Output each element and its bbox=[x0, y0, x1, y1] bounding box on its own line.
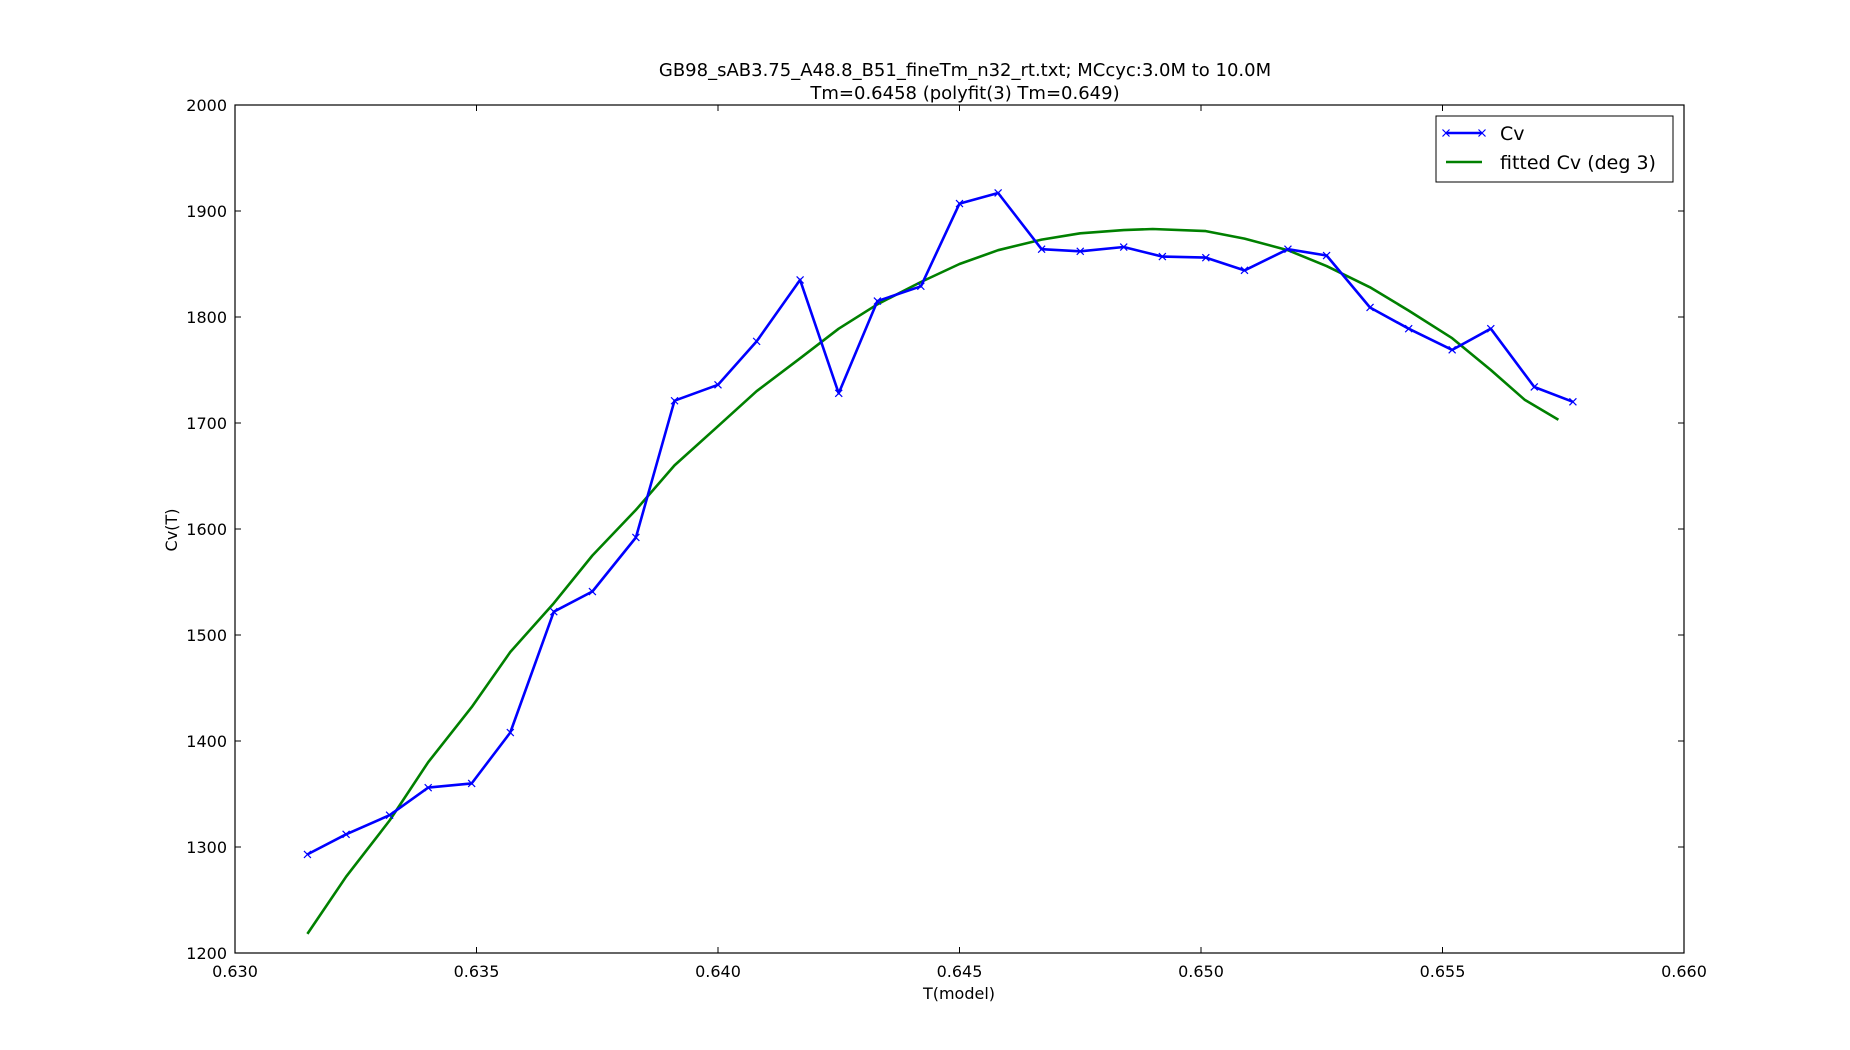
data-point-cv bbox=[1404, 324, 1413, 333]
data-point-cv bbox=[1284, 245, 1292, 254]
data-point-cv bbox=[1037, 245, 1046, 254]
data-point-cv bbox=[1568, 397, 1577, 406]
data-point-cv bbox=[342, 830, 351, 839]
y-tick-label: 1300 bbox=[186, 838, 227, 857]
data-point-cv bbox=[670, 396, 679, 405]
data-point-cv bbox=[714, 380, 722, 389]
tick-labels: 0.630 0.635 0.640 0.645 0.650 0.655 0.660 1200 1… bbox=[186, 96, 1707, 981]
data-point-cv bbox=[916, 282, 925, 291]
chart-subtitle: Tm=0.6458 (polyfit(3) Tm=0.649) bbox=[809, 83, 1119, 104]
data-point-cv bbox=[1530, 383, 1539, 391]
data-point-cv bbox=[1366, 303, 1374, 312]
y-tick-label: 1900 bbox=[186, 202, 227, 221]
data-point-cv bbox=[1322, 251, 1331, 260]
legend-marker-cv-right bbox=[1478, 129, 1486, 137]
y-tick-label: 1400 bbox=[186, 732, 227, 751]
chart-title: GB98_sAB3.75_A48.8_B51_fineTm_n32_rt.txt… bbox=[659, 60, 1271, 81]
legend-box bbox=[1435, 115, 1674, 183]
data-point-cv bbox=[796, 275, 805, 284]
x-tick-label: 0.630 bbox=[212, 962, 258, 981]
x-tick-label: 0.640 bbox=[695, 962, 741, 981]
plot-frame bbox=[234, 104, 1685, 954]
data-point-cv bbox=[1119, 243, 1128, 251]
data-point-cv bbox=[1240, 266, 1249, 275]
data-point-cv bbox=[506, 728, 515, 737]
x-tick-label: 0.635 bbox=[454, 962, 500, 981]
x-tick-label: 0.655 bbox=[1420, 962, 1466, 981]
legend: Cv fitted Cv (deg 3) bbox=[1435, 115, 1674, 183]
x-tick-label: 0.660 bbox=[1661, 962, 1707, 981]
data-point-cv bbox=[1448, 345, 1457, 354]
y-tick-label: 1200 bbox=[186, 944, 227, 963]
y-tick-label: 2000 bbox=[186, 96, 227, 115]
series-line-cv bbox=[306, 191, 1574, 856]
series-line-fitted-cv bbox=[306, 227, 1560, 935]
tick-marks bbox=[234, 104, 1685, 954]
legend-label-cv: Cv bbox=[1500, 123, 1525, 145]
x-tick-label: 0.650 bbox=[1178, 962, 1224, 981]
data-point-cv bbox=[303, 850, 312, 859]
legend-marker-cv-left bbox=[1442, 129, 1450, 137]
data-point-cv bbox=[1201, 253, 1210, 262]
data-point-cv bbox=[834, 389, 843, 398]
data-point-cv bbox=[467, 779, 476, 788]
data-point-cv bbox=[1076, 247, 1085, 256]
y-tick-label: 1800 bbox=[186, 308, 227, 327]
y-tick-label: 1500 bbox=[186, 626, 227, 645]
y-tick-label: 1700 bbox=[186, 414, 227, 433]
y-axis-label: Cv(T) bbox=[162, 509, 181, 552]
data-point-cv bbox=[588, 587, 597, 596]
plot-lines bbox=[303, 189, 1577, 935]
data-point-cv bbox=[385, 811, 394, 820]
data-point-cv bbox=[873, 297, 882, 306]
data-point-cv bbox=[994, 189, 1003, 197]
data-point-cv bbox=[424, 783, 433, 792]
data-point-cv bbox=[1486, 324, 1495, 333]
data-point-cv bbox=[955, 199, 964, 208]
x-axis-label: T(model) bbox=[922, 984, 995, 1003]
data-point-cv bbox=[752, 337, 761, 346]
data-point-cv bbox=[1158, 252, 1167, 261]
legend-label-fit: fitted Cv (deg 3) bbox=[1500, 152, 1656, 174]
y-tick-label: 1600 bbox=[186, 520, 227, 539]
data-point-cv bbox=[549, 607, 558, 616]
x-tick-label: 0.645 bbox=[937, 962, 983, 981]
data-point-cv bbox=[631, 533, 640, 542]
